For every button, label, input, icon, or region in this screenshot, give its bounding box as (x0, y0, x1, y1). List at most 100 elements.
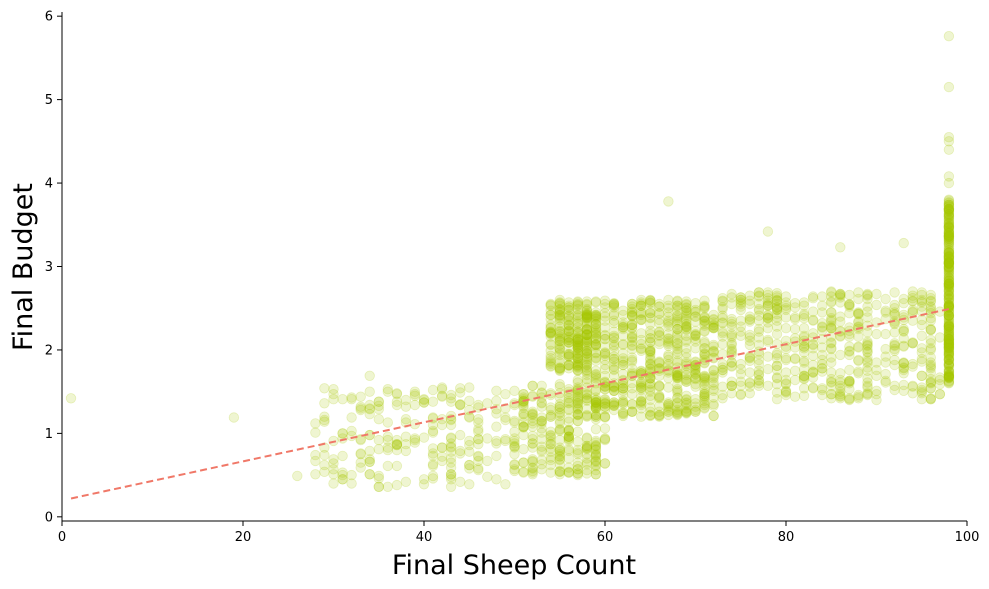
data-point (744, 290, 756, 301)
data-point (943, 214, 955, 226)
data-point (581, 308, 593, 320)
data-point (590, 323, 602, 334)
data-point (590, 409, 602, 421)
data-point (690, 394, 701, 405)
data-point (663, 300, 674, 311)
data-point (590, 338, 602, 350)
data-point (654, 318, 665, 329)
data-point (672, 379, 683, 390)
data-point (943, 247, 955, 258)
data-point (319, 416, 330, 427)
data-point (898, 325, 909, 337)
data-point (744, 329, 756, 341)
data-point (310, 469, 321, 480)
data-point (943, 321, 955, 332)
data-point (943, 278, 955, 290)
data-point (690, 372, 701, 383)
data-point (907, 338, 918, 349)
data-point (717, 328, 728, 339)
data-point (943, 331, 955, 342)
data-point (636, 343, 647, 354)
data-point (581, 411, 593, 422)
data-point (835, 380, 846, 392)
data-point (699, 302, 710, 313)
data-point (500, 435, 511, 447)
data-point (672, 323, 683, 335)
data-point (554, 454, 566, 466)
data-point (771, 294, 783, 306)
data-point (509, 415, 520, 427)
data-point (699, 370, 710, 382)
data-point (608, 315, 620, 326)
data-point (916, 297, 928, 308)
data-point (518, 467, 529, 478)
data-point (445, 453, 457, 464)
data-point (672, 369, 683, 381)
data-point (518, 389, 529, 400)
data-point (943, 258, 955, 269)
data-point (554, 365, 566, 377)
data-point (943, 371, 955, 382)
data-point (744, 353, 756, 364)
data-point (491, 408, 502, 419)
data-point (527, 408, 538, 419)
data-point (826, 338, 837, 349)
data-point (663, 315, 674, 326)
data-point (645, 336, 656, 347)
data-point (545, 439, 556, 450)
data-point (771, 303, 783, 315)
data-point (753, 315, 765, 326)
data-point (346, 469, 357, 481)
data-point (581, 410, 593, 422)
data-point (391, 439, 403, 450)
data-point (636, 383, 647, 394)
data-point (681, 373, 692, 385)
data-point (626, 406, 638, 417)
data-point (590, 311, 602, 322)
data-point (943, 297, 955, 308)
data-point (681, 367, 692, 378)
data-point (681, 299, 692, 311)
data-point (690, 368, 701, 380)
data-point (636, 300, 647, 311)
data-point (590, 339, 602, 351)
data-point (898, 333, 909, 344)
data-point (943, 281, 955, 292)
data-point (328, 384, 339, 395)
data-point (943, 213, 955, 225)
data-point (943, 199, 955, 211)
data-point (590, 328, 602, 339)
data-point (554, 363, 566, 374)
data-point (563, 334, 575, 346)
data-point (807, 367, 819, 378)
data-point (581, 318, 593, 329)
data-point (536, 415, 547, 427)
data-point (355, 434, 366, 446)
data-point (690, 404, 701, 416)
data-point (554, 294, 566, 306)
data-point (943, 204, 955, 216)
data-point (690, 333, 701, 345)
data-point (572, 460, 584, 472)
data-point (599, 311, 611, 322)
data-point (545, 446, 556, 457)
data-point (708, 410, 719, 422)
data-point (581, 324, 593, 336)
data-point (943, 227, 955, 239)
data-point (608, 397, 620, 408)
data-point (527, 409, 538, 420)
data-point (599, 350, 611, 362)
data-point (943, 365, 955, 377)
data-point (826, 307, 837, 318)
data-point (943, 346, 955, 357)
data-point (862, 306, 873, 317)
data-point (744, 355, 756, 367)
data-point (943, 203, 955, 215)
data-point (626, 356, 638, 367)
data-point (744, 381, 756, 392)
data-point (445, 457, 457, 468)
data-point (590, 309, 602, 321)
data-point (943, 204, 955, 216)
data-point (572, 337, 584, 348)
data-point (355, 434, 366, 445)
